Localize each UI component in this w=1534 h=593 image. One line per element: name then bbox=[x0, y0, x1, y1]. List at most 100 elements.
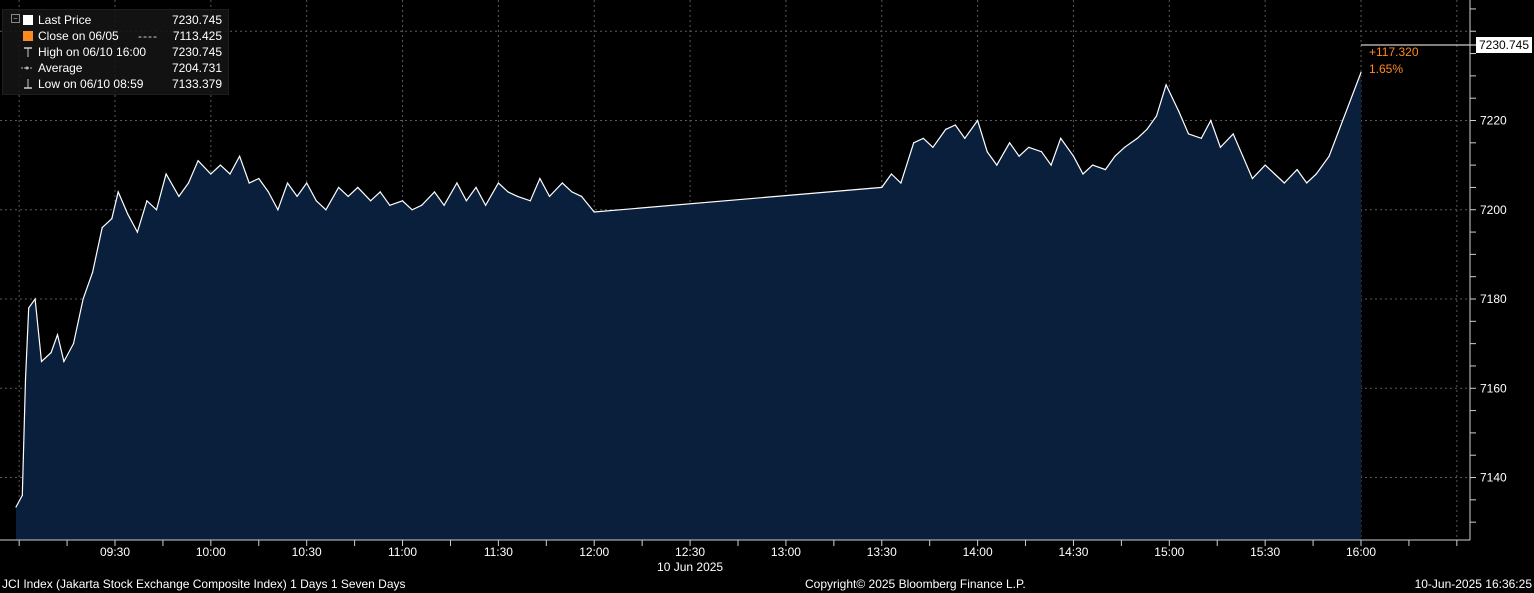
price-point bbox=[986, 151, 988, 153]
price-point bbox=[1146, 128, 1148, 130]
price-point bbox=[338, 186, 340, 188]
price-point bbox=[411, 209, 413, 211]
price-point bbox=[389, 204, 391, 206]
legend-item-low: Low on 06/10 08:59 7133.379 bbox=[3, 76, 228, 92]
price-point bbox=[1178, 111, 1180, 113]
price-point bbox=[315, 200, 317, 202]
legend-dash: ---- bbox=[138, 29, 158, 43]
price-point bbox=[1328, 155, 1330, 157]
x-tick-label: 11:00 bbox=[388, 545, 417, 559]
axes: 09:30 10:00 10:30 11:00 11:30 12:00 12:30 13:00… bbox=[0, 0, 1507, 574]
price-point bbox=[24, 378, 27, 380]
price-point bbox=[1136, 137, 1138, 139]
price-points bbox=[15, 71, 1362, 508]
x-tick-label: 11:30 bbox=[484, 545, 513, 559]
footer-copyright: Copyright© 2025 Bloomberg Finance L.P. bbox=[805, 577, 1026, 591]
low-icon bbox=[24, 79, 32, 89]
price-point bbox=[15, 506, 17, 508]
price-point bbox=[1155, 115, 1158, 117]
price-point bbox=[146, 200, 148, 202]
price-point bbox=[1009, 142, 1011, 144]
price-point bbox=[497, 182, 499, 184]
price-point bbox=[485, 204, 487, 206]
price-point bbox=[996, 164, 998, 166]
price-point bbox=[456, 182, 458, 184]
price-point bbox=[1092, 164, 1094, 166]
price-point bbox=[571, 191, 573, 193]
price-point bbox=[1232, 133, 1234, 135]
price-point bbox=[1360, 71, 1362, 74]
price-point bbox=[401, 200, 404, 202]
price-point bbox=[1315, 173, 1317, 175]
price-point bbox=[248, 182, 250, 184]
price-point bbox=[63, 360, 65, 363]
price-line bbox=[15, 72, 1362, 508]
price-point bbox=[881, 186, 883, 188]
legend-item-high: High on 06/10 16:00 7230.745 bbox=[3, 44, 228, 60]
legend-label: Close on 06/05 bbox=[38, 29, 119, 43]
price-point bbox=[357, 186, 359, 188]
price-point bbox=[593, 211, 595, 213]
price-point bbox=[92, 271, 94, 273]
orange-square-icon bbox=[23, 31, 33, 41]
price-point bbox=[954, 124, 956, 126]
legend-value: 7133.379 bbox=[171, 77, 222, 91]
price-point bbox=[370, 200, 372, 202]
price-point bbox=[82, 298, 84, 300]
price-point bbox=[117, 191, 119, 193]
price-point bbox=[922, 137, 924, 139]
price-point bbox=[1050, 164, 1052, 166]
footer-security-description: JCI Index (Jakarta Stock Exchange Compos… bbox=[2, 577, 406, 591]
last-price-tag: 7230.745 bbox=[1476, 37, 1532, 53]
x-tick-label: 12:30 bbox=[675, 545, 705, 559]
x-tick-label: 16:00 bbox=[1346, 545, 1376, 559]
legend-label: Average bbox=[38, 61, 83, 75]
price-point bbox=[1264, 164, 1266, 166]
price-point bbox=[21, 494, 23, 496]
price-point bbox=[977, 119, 979, 122]
price-point bbox=[964, 137, 966, 139]
price-point bbox=[1040, 151, 1043, 153]
price-point bbox=[1082, 173, 1084, 175]
x-tick-label: 12:00 bbox=[579, 545, 609, 559]
footer-timestamp: 10-Jun-2025 16:36:25 bbox=[1414, 577, 1532, 591]
x-tick-label: 14:00 bbox=[963, 545, 993, 559]
price-point bbox=[258, 177, 260, 180]
price-point bbox=[111, 218, 113, 220]
price-point bbox=[34, 298, 36, 300]
legend-value: 7230.745 bbox=[171, 13, 222, 27]
price-point bbox=[1219, 146, 1221, 148]
price-point bbox=[165, 173, 167, 175]
price-point bbox=[433, 191, 436, 193]
high-icon bbox=[24, 47, 32, 57]
price-point bbox=[178, 195, 180, 197]
price-point bbox=[1018, 155, 1020, 157]
price-point bbox=[421, 204, 423, 206]
x-axis-label: 10 Jun 2025 bbox=[657, 560, 723, 574]
x-tick-label: 15:30 bbox=[1250, 545, 1280, 559]
price-point bbox=[306, 182, 308, 184]
price-point bbox=[1171, 97, 1174, 99]
legend-item-average: Average 7204.731 bbox=[3, 60, 228, 76]
price-point bbox=[1028, 146, 1030, 148]
x-tick-label: 10:30 bbox=[292, 545, 322, 559]
price-point bbox=[1251, 177, 1253, 180]
y-tick-label: 7140 bbox=[1480, 471, 1507, 485]
x-tick-label: 10:00 bbox=[196, 545, 226, 559]
price-point bbox=[529, 200, 531, 202]
price-point bbox=[136, 231, 138, 233]
price-point bbox=[517, 195, 519, 197]
price-point bbox=[561, 182, 563, 184]
legend-value: 7113.425 bbox=[172, 29, 222, 43]
price-point bbox=[219, 164, 221, 166]
price-point bbox=[187, 182, 190, 184]
price-point bbox=[475, 186, 477, 188]
legend-value: 7204.731 bbox=[171, 61, 222, 75]
price-point bbox=[325, 209, 327, 211]
legend-collapse-icon[interactable]: − bbox=[11, 14, 20, 23]
x-tick-label: 09:30 bbox=[100, 545, 130, 559]
legend-value: 7230.745 bbox=[171, 45, 222, 59]
price-point bbox=[1200, 137, 1202, 139]
x-tick-label: 15:00 bbox=[1154, 545, 1184, 559]
legend-item-close: Close on 06/05 ---- 7113.425 bbox=[3, 28, 228, 44]
